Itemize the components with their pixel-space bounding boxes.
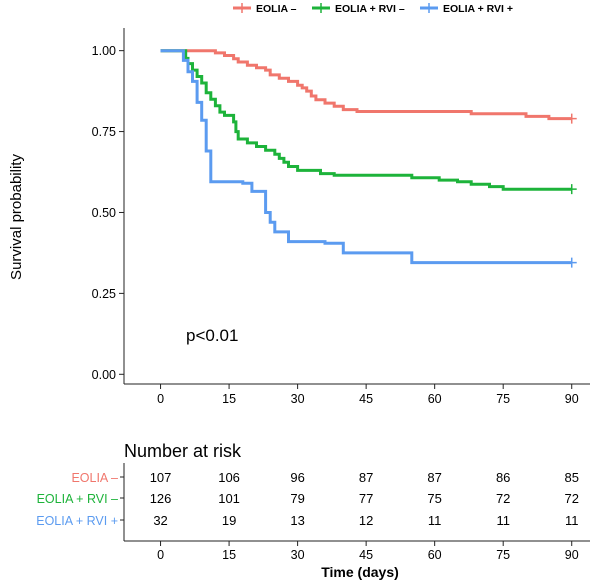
risk-count: 106	[218, 470, 240, 485]
risk-count: 107	[150, 470, 172, 485]
risk-count: 72	[564, 491, 578, 506]
survival-plot: 0.00 0.25 0.50 0.75 1.00 0 15 30 45 60 75 90 Survi…	[8, 28, 590, 406]
y-tick-label: 0.25	[92, 287, 116, 301]
x-tick-label: 0	[157, 392, 164, 406]
risk-count: 77	[359, 491, 373, 506]
legend: EOLIA – EOLIA + RVI – EOLIA + RVI +	[233, 3, 513, 15]
x-tick-label: 45	[359, 392, 373, 406]
y-ticks: 0.00 0.25 0.50 0.75 1.00	[92, 44, 124, 382]
x-tick-label: 75	[496, 392, 510, 406]
risk-x-tick-label: 30	[291, 548, 305, 562]
risk-count: 126	[150, 491, 172, 506]
x-tick-label: 30	[291, 392, 305, 406]
risk-count: 87	[359, 470, 373, 485]
legend-label-1: EOLIA –	[256, 3, 297, 15]
risk-count: 13	[290, 513, 304, 528]
x-tick-label: 60	[428, 392, 442, 406]
risk-count: 12	[359, 513, 373, 528]
p-value-annotation: p<0.01	[186, 326, 238, 345]
risk-count: 11	[428, 513, 442, 528]
risk-count: 85	[564, 470, 578, 485]
risk-x-tick-label: 60	[428, 548, 442, 562]
risk-count: 96	[290, 470, 304, 485]
censor-mark-1	[566, 113, 577, 124]
y-tick-label: 0.75	[92, 125, 116, 139]
risk-count: 72	[496, 491, 510, 506]
risk-count: 86	[496, 470, 510, 485]
risk-table-x-ticks: 0 15 30 45 60 75 90	[157, 541, 579, 562]
censor-mark-3	[566, 257, 577, 268]
risk-row-label-3: EOLIA + RVI +	[36, 514, 118, 528]
risk-count: 11	[565, 513, 579, 528]
risk-count: 87	[427, 470, 441, 485]
survival-curves	[160, 49, 577, 268]
y-axis-label: Survival probability	[8, 154, 25, 280]
x-ticks: 0 15 30 45 60 75 90	[157, 384, 579, 406]
legend-label-2: EOLIA + RVI –	[335, 3, 405, 15]
censor-mark-2	[566, 184, 577, 195]
survival-curve-3	[160, 49, 572, 265]
legend-label-3: EOLIA + RVI +	[443, 3, 513, 15]
risk-table-title: Number at risk	[124, 441, 242, 461]
survival-curve-1	[160, 49, 572, 121]
risk-count: 101	[218, 491, 240, 506]
risk-x-tick-label: 45	[359, 548, 373, 562]
risk-count: 79	[290, 491, 304, 506]
risk-x-tick-label: 75	[496, 548, 510, 562]
survival-curve-2	[160, 49, 572, 191]
risk-x-tick-label: 15	[222, 548, 236, 562]
risk-row-label-2: EOLIA + RVI –	[37, 492, 118, 506]
risk-row-label-1: EOLIA –	[71, 471, 118, 485]
risk-x-tick-label: 0	[157, 548, 164, 562]
risk-count: 32	[153, 513, 167, 528]
x-tick-label: 15	[222, 392, 236, 406]
y-tick-label: 0.00	[92, 368, 116, 382]
y-tick-label: 0.50	[92, 206, 116, 220]
x-tick-label: 90	[565, 392, 579, 406]
risk-x-tick-label: 90	[565, 548, 579, 562]
risk-count: 11	[496, 513, 510, 528]
risk-count: 19	[222, 513, 236, 528]
risk-table: Number at risk EOLIA –107 106 96 87 87 86 85EO…	[36, 441, 590, 580]
x-axis-label: Time (days)	[321, 564, 399, 580]
risk-table-rows: EOLIA – 107 106 96 87 87 86 85 EOLIA + RVI – 126 1…	[36, 470, 579, 528]
risk-count: 75	[427, 491, 441, 506]
y-tick-label: 1.00	[92, 44, 116, 58]
